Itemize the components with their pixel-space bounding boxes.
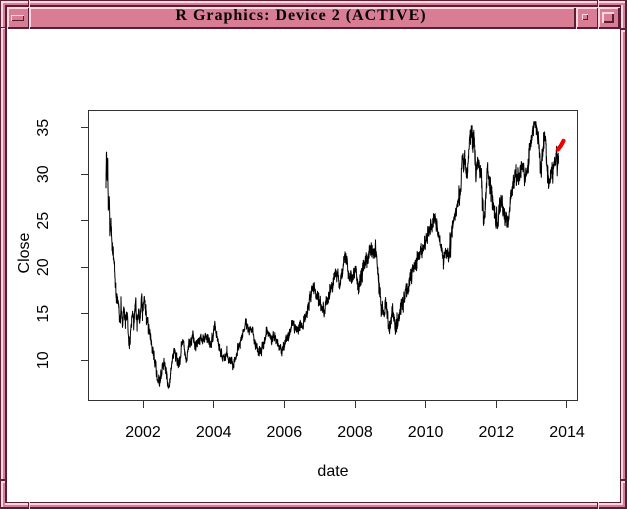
svg-text:15: 15 bbox=[35, 305, 52, 323]
svg-text:20: 20 bbox=[35, 258, 52, 276]
svg-text:2006: 2006 bbox=[267, 424, 303, 441]
svg-text:25: 25 bbox=[35, 212, 52, 230]
svg-text:2002: 2002 bbox=[125, 424, 161, 441]
svg-text:2014: 2014 bbox=[549, 424, 585, 441]
svg-text:2008: 2008 bbox=[337, 424, 373, 441]
svg-text:2010: 2010 bbox=[408, 424, 444, 441]
svg-text:date: date bbox=[317, 463, 348, 480]
svg-text:35: 35 bbox=[35, 119, 52, 137]
svg-text:Close: Close bbox=[16, 232, 33, 273]
svg-text:30: 30 bbox=[35, 165, 52, 183]
svg-text:2012: 2012 bbox=[479, 424, 515, 441]
svg-text:10: 10 bbox=[35, 351, 52, 369]
svg-text:2004: 2004 bbox=[196, 424, 232, 441]
